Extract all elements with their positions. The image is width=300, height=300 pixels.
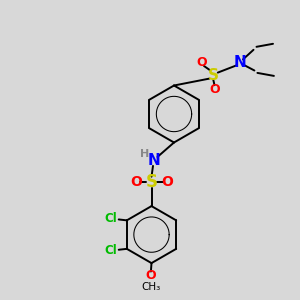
Text: CH₃: CH₃	[142, 282, 161, 292]
Text: Cl: Cl	[104, 244, 117, 257]
Text: O: O	[146, 269, 156, 282]
Text: N: N	[234, 55, 246, 70]
Text: O: O	[161, 175, 173, 189]
Text: Cl: Cl	[104, 212, 117, 225]
Text: N: N	[148, 153, 161, 168]
Text: O: O	[130, 175, 142, 189]
Text: O: O	[196, 56, 207, 69]
Text: O: O	[209, 83, 220, 96]
Text: H: H	[140, 149, 149, 159]
Text: S: S	[146, 173, 158, 191]
Text: S: S	[208, 68, 218, 82]
